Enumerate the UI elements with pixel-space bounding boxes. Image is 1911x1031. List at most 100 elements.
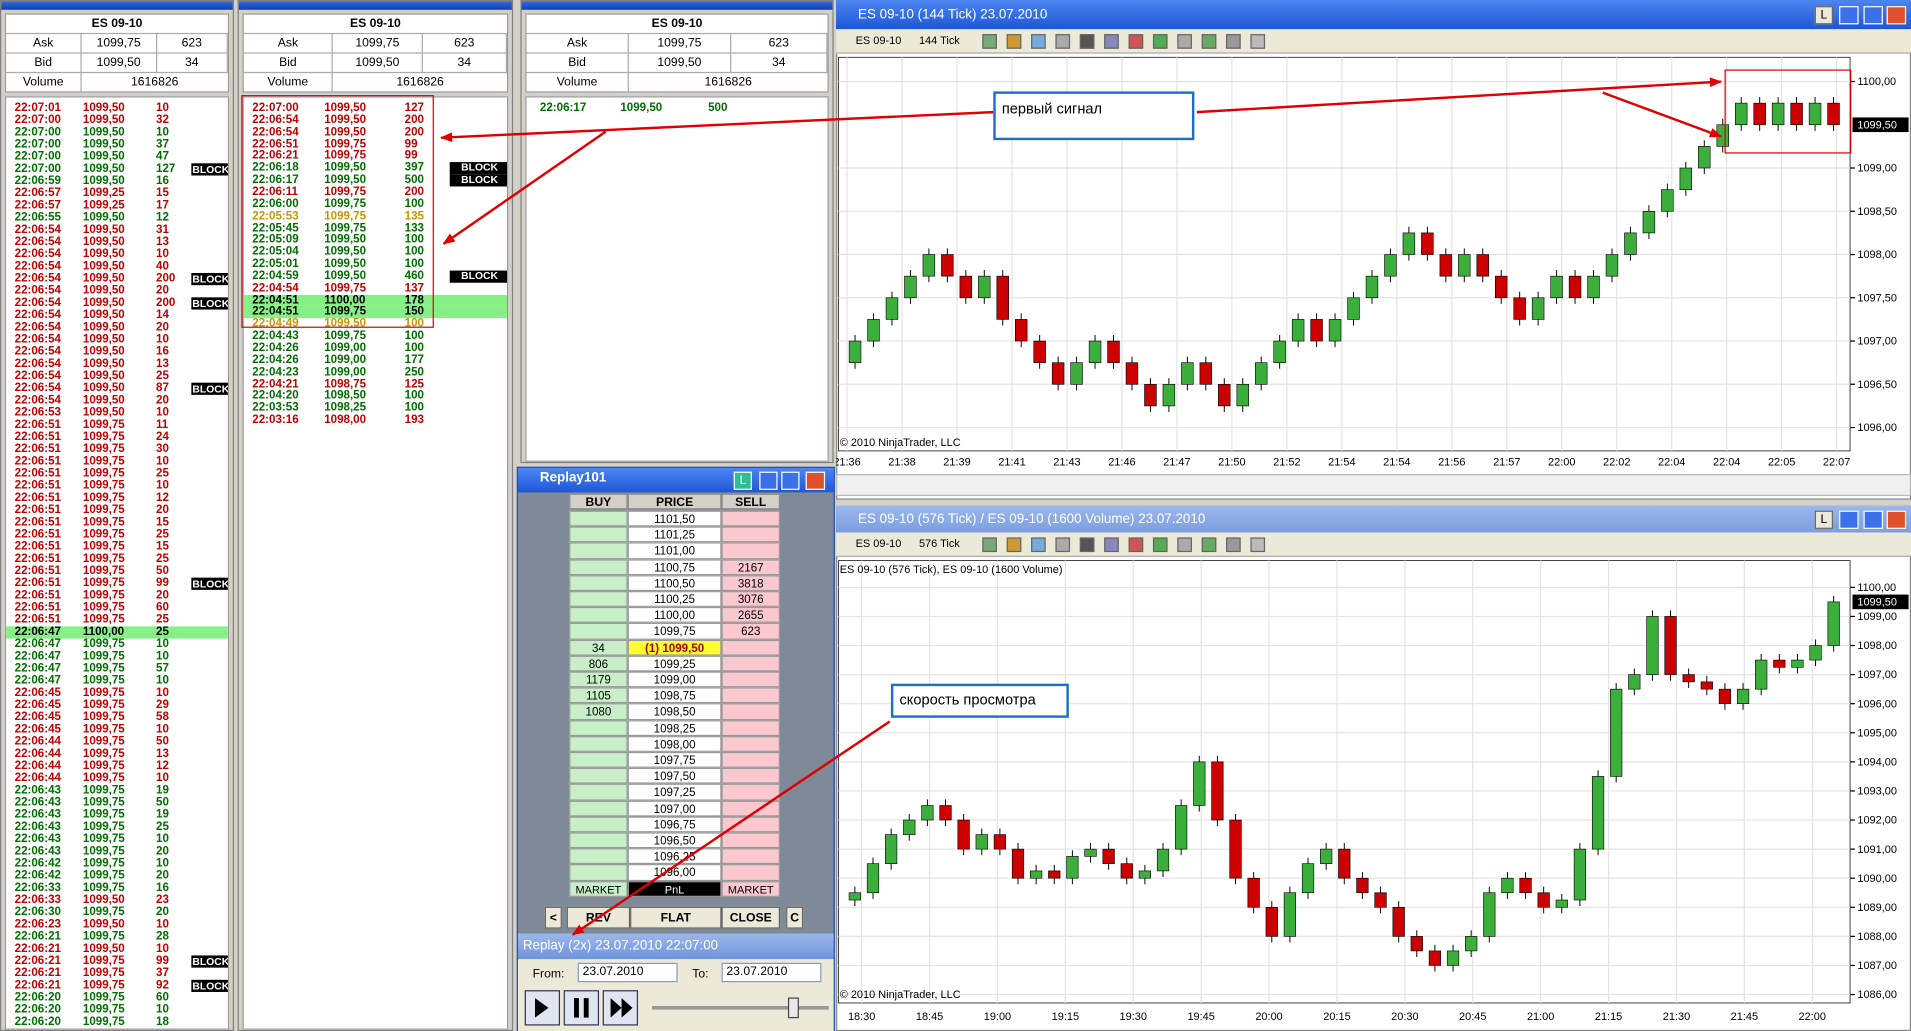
trade-cell: 22:06:51 — [14, 442, 61, 456]
period-selector[interactable]: 144 Tick — [918, 34, 960, 47]
trade-cell: 13 — [156, 357, 169, 371]
trade-cell: 1100,00 — [324, 293, 366, 307]
trade-cell: 22:05:04 — [252, 245, 299, 259]
candle — [1610, 688, 1623, 777]
toolbar-icon[interactable] — [1226, 537, 1241, 553]
toolbar-icon[interactable] — [1177, 34, 1192, 49]
toolbar-icon[interactable] — [1104, 537, 1119, 553]
trade-cell: 1099,75 — [324, 305, 367, 319]
play-button[interactable] — [524, 990, 561, 1026]
trade-cell: 22:06:20 — [14, 990, 61, 1005]
toolbar-icon[interactable] — [1152, 34, 1168, 49]
y-tick-label: 1096,00 — [1857, 698, 1897, 710]
candle — [1808, 102, 1822, 126]
trade-cell: 1099,75 — [82, 747, 125, 761]
trade-cell: 127 — [156, 162, 176, 176]
toolbar-icon[interactable] — [1250, 537, 1266, 553]
order-button[interactable]: REV — [566, 906, 631, 929]
y-tick-label: 1092,00 — [1857, 815, 1897, 827]
slider-thumb[interactable] — [787, 997, 799, 1019]
toolbar-icon[interactable] — [1055, 34, 1071, 49]
toolbar-icon[interactable] — [1226, 34, 1241, 49]
toolbar-icon[interactable] — [1201, 537, 1217, 553]
quote-header: ES 09-10 Ask 1099,75 623 Bid 1099,50 34 Volume 1… — [242, 13, 509, 93]
trade-cell: 22:04:51 — [252, 305, 299, 319]
trade-cell: 22:06:44 — [14, 747, 61, 761]
toolbar-icon[interactable] — [982, 34, 997, 49]
trade-cell: 16 — [156, 881, 169, 895]
trade-cell: 25 — [156, 820, 169, 834]
window-button: L — [733, 471, 752, 490]
dom-cell: 1098,25 — [627, 719, 722, 736]
scrollbar — [836, 474, 1911, 497]
candle — [1156, 848, 1170, 872]
toolbar-icon[interactable] — [1079, 34, 1095, 49]
trade-cell: 1099,75 — [82, 576, 125, 590]
trade-cell: 1099,75 — [82, 539, 125, 554]
toolbar-icon[interactable] — [1152, 537, 1168, 553]
x-tick-label: 21:00 — [1527, 1011, 1554, 1023]
dom-cell — [721, 784, 780, 801]
instrument-selector[interactable]: ES 09-10 — [855, 34, 902, 47]
toolbar-icon[interactable] — [1177, 537, 1192, 553]
block-tag: BLOCK — [191, 955, 230, 968]
period-selector[interactable]: 576 Tick — [918, 537, 960, 550]
trade-cell: 1099,75 — [82, 844, 125, 858]
trade-cell: 1099,75 — [82, 905, 125, 919]
candle — [1283, 892, 1297, 937]
trade-cell: 22:06:18 — [252, 161, 299, 175]
candle — [1247, 877, 1260, 908]
order-button[interactable]: C — [786, 906, 804, 929]
trade-cell: 1099,75 — [82, 491, 125, 505]
trade-cell: 50 — [156, 564, 169, 578]
toolbar-icon[interactable] — [1128, 537, 1144, 553]
instrument-selector[interactable]: ES 09-10 — [855, 537, 902, 550]
trade-cell: 127 — [404, 101, 424, 115]
trade-list: 22:07:00 1099,50 127 22:06:54 1099,50 200 22:0… — [242, 96, 509, 1030]
order-button[interactable]: CLOSE — [721, 906, 780, 929]
ff-icon — [621, 998, 633, 1018]
toolbar-icon[interactable] — [1250, 34, 1266, 49]
trade-cell: 25 — [156, 625, 169, 639]
candle — [1084, 848, 1097, 857]
x-tick-label: 19:00 — [984, 1011, 1011, 1023]
date-picker[interactable]: 23.07.2010 — [577, 962, 678, 983]
trade-cell: 1099,75 — [82, 734, 125, 749]
toolbar-icon[interactable] — [1031, 537, 1046, 553]
trade-cell: 22:06:51 — [14, 564, 61, 578]
toolbar-icon[interactable] — [982, 537, 997, 553]
toolbar-icon[interactable] — [1104, 34, 1119, 49]
candle — [1439, 254, 1453, 277]
toolbar-icon[interactable] — [1079, 537, 1095, 553]
trade-cell: 22:05:01 — [252, 257, 299, 271]
trade-cell: 37 — [156, 966, 169, 980]
x-tick-label: 18:30 — [848, 1011, 875, 1023]
trade-cell: 100 — [404, 401, 424, 415]
toolbar-icon[interactable] — [1128, 34, 1144, 49]
order-button[interactable]: FLAT — [630, 906, 722, 929]
trade-cell: 15 — [156, 539, 169, 554]
date-picker[interactable]: 23.07.2010 — [721, 962, 822, 983]
trade-cell: 22:06:54 — [14, 235, 61, 249]
trade-cell: 1099,75 — [82, 466, 125, 481]
trade-cell: 1099,75 — [82, 929, 125, 944]
trade-cell: 22:06:54 — [14, 223, 61, 237]
dom-cell: 34 — [569, 639, 628, 656]
toolbar-icon[interactable] — [1006, 537, 1022, 553]
trade-cell: 1099,50 — [324, 161, 367, 175]
pause-button[interactable] — [563, 990, 600, 1026]
toolbar-icon[interactable] — [1031, 34, 1046, 49]
candle — [1066, 856, 1079, 879]
toolbar-icon[interactable] — [1006, 34, 1022, 49]
trade-cell: 47 — [156, 149, 169, 164]
trade-cell: 19 — [156, 807, 169, 822]
trade-cell: 1099,75 — [82, 807, 125, 822]
toolbar-icon[interactable] — [1201, 34, 1217, 49]
toolbar-icon[interactable] — [1055, 537, 1071, 553]
trade-cell: 22:06:20 — [14, 1002, 61, 1017]
candle — [993, 834, 1006, 850]
quote-cell: 1616826 — [704, 75, 752, 89]
window-titlebar: ES 09-10 (576 Tick) / ES 09-10 (1600 Vol… — [836, 505, 1911, 533]
order-button[interactable]: < — [544, 906, 562, 929]
trade-cell: 22:06:21 — [14, 966, 61, 980]
